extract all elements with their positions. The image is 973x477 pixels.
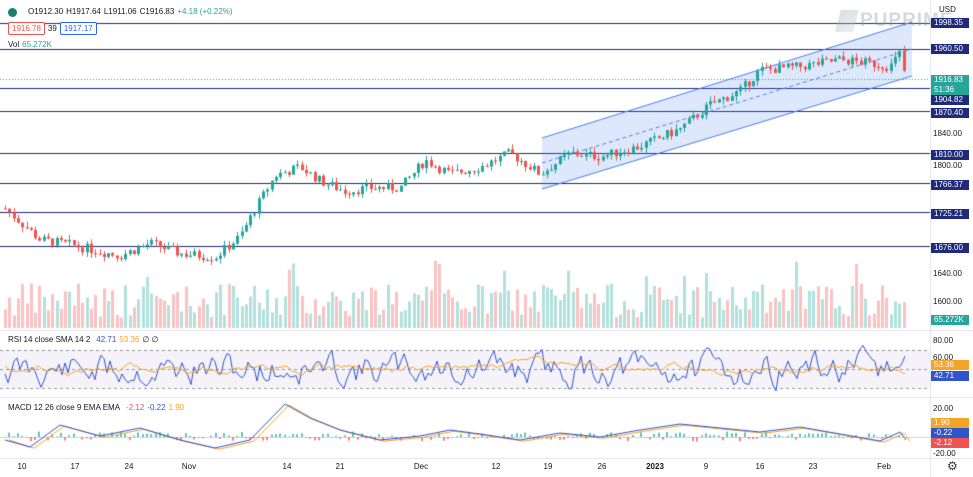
currency-label[interactable]: USD <box>939 5 956 14</box>
time-axis-label: 26 <box>597 462 607 471</box>
sell-price-button[interactable]: 1916.78 <box>8 22 45 35</box>
time-axis-label: 24 <box>124 462 134 471</box>
time-axis-label: Nov <box>181 462 197 471</box>
level-tag: 1960.50 <box>931 44 969 54</box>
current-price-tag: 1916.83 <box>931 75 969 85</box>
close-value: C1916.83 <box>139 7 175 16</box>
time-axis-label: Dec <box>413 462 429 471</box>
time-axis-label: 10 <box>17 462 27 471</box>
price-tick: 1600.00 <box>933 297 962 306</box>
level-tag: 1766.37 <box>931 180 969 190</box>
volume-tag: 65.272K <box>931 315 969 325</box>
time-axis-label: 9 <box>703 462 709 471</box>
time-axis-label: 17 <box>70 462 80 471</box>
macd-line-tag: -0.22 <box>931 428 969 438</box>
ohlc-legend: O1912.30 H1917.64 L1911.06 C1916.83 +4.1… <box>8 7 232 17</box>
time-axis-label: 14 <box>282 462 292 471</box>
rsi-tick: 80.00 <box>933 336 954 345</box>
macd-tick: 20.00 <box>933 404 954 413</box>
price-tick: 1840.00 <box>933 129 962 138</box>
time-axis-label: 2023 <box>646 462 664 471</box>
volume-legend: Vol 65.272K <box>8 40 52 49</box>
macd-signal-tag: 1.90 <box>931 418 969 428</box>
macd-tick: -20.00 <box>933 449 956 458</box>
time-axis-label: 12 <box>491 462 501 471</box>
level-tag: 1998.35 <box>931 18 969 28</box>
macd-hist-tag: -2.12 <box>931 438 969 448</box>
buy-price-button[interactable]: 1917.17 <box>59 22 97 35</box>
macd-legend: MACD 12 26 close 9 EMA EMA -2.12 -0.22 1… <box>8 403 185 412</box>
rsi-tick: 60.00 <box>933 353 954 362</box>
time-axis-label: 21 <box>335 462 345 471</box>
puprime-logo-icon <box>835 10 859 32</box>
level-tag: 1810.00 <box>931 150 969 160</box>
high-value: H1917.64 <box>66 7 101 16</box>
time-axis-label: 19 <box>543 462 553 471</box>
price-tick: 1800.00 <box>933 161 962 170</box>
spread-value: 39 <box>47 23 57 33</box>
watermark: PUPRIME <box>835 10 954 32</box>
time-axis-label: 23 <box>808 462 818 471</box>
level-tag: 1676.00 <box>931 243 969 253</box>
rsi-signal-tag: 53.36 <box>931 360 969 370</box>
change-value: +4.18 (+0.22%) <box>177 7 233 16</box>
rsi-value-tag: 42.71 <box>931 371 969 381</box>
level-tag: 1725.21 <box>931 209 969 219</box>
rsi-legend: RSI 14 close SMA 14 2 42.71 53.36 ∅ ∅ <box>8 335 159 344</box>
eye-icon[interactable] <box>8 7 17 17</box>
time-axis-label: 16 <box>755 462 765 471</box>
level-tag: 1870.40 <box>931 108 969 118</box>
low-value: L1911.06 <box>103 7 137 16</box>
settings-gear-icon[interactable]: ⚙ <box>947 459 958 473</box>
price-tick: 1640.00 <box>933 269 962 278</box>
level-tag: 1904.82 <box>931 95 969 105</box>
countdown-tag: 51:36 <box>931 85 969 95</box>
open-value: O1912.30 <box>28 7 64 16</box>
bid-ask-row: 1916.78 39 1917.17 <box>8 22 97 35</box>
time-axis-label: Feb <box>877 462 891 471</box>
